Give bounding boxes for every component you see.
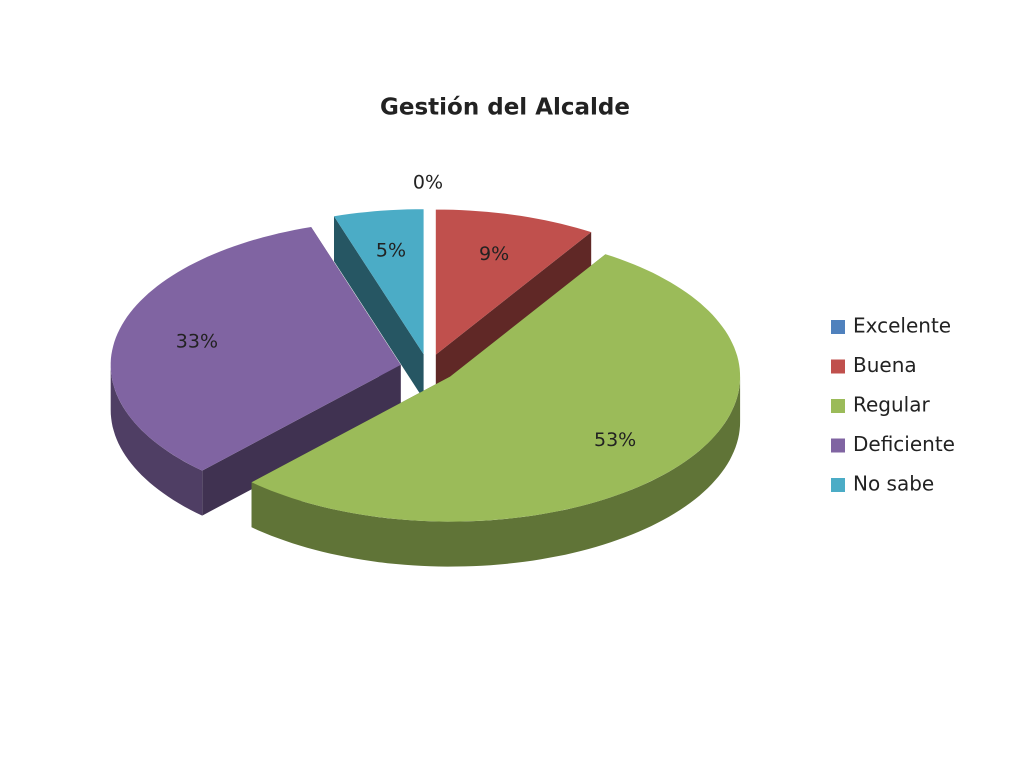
legend-swatch <box>831 320 845 334</box>
slice <box>435 209 592 355</box>
chart-title: Gestión del Alcalde <box>380 95 630 121</box>
legend-swatch <box>831 359 845 374</box>
legend-label: No sabe <box>853 472 934 496</box>
slice-side <box>334 216 424 400</box>
legend-label: Buena <box>853 353 917 377</box>
data-labels: 0% 9% 53% 33% 5% <box>176 171 636 451</box>
legend-swatch <box>831 478 845 492</box>
slice-wall <box>110 364 203 516</box>
legend-label: Regular <box>853 393 930 417</box>
data-label: 33% <box>176 331 218 353</box>
slice <box>334 209 424 355</box>
data-label: 53% <box>594 429 636 451</box>
slice <box>251 254 741 522</box>
slice-side <box>202 364 401 516</box>
data-label: 5% <box>376 240 406 262</box>
legend-label: Deficiente <box>853 432 955 456</box>
legend-swatch <box>831 438 845 453</box>
pie-tops <box>110 209 741 522</box>
legend-label: Excelente <box>853 314 951 338</box>
data-label: 9% <box>479 243 509 265</box>
slice <box>110 227 401 471</box>
slice-wall <box>251 376 741 567</box>
data-label: 0% <box>413 171 443 193</box>
legend: Excelente Buena Regular Deficiente No sabe <box>831 314 955 496</box>
legend-swatch <box>831 399 845 413</box>
